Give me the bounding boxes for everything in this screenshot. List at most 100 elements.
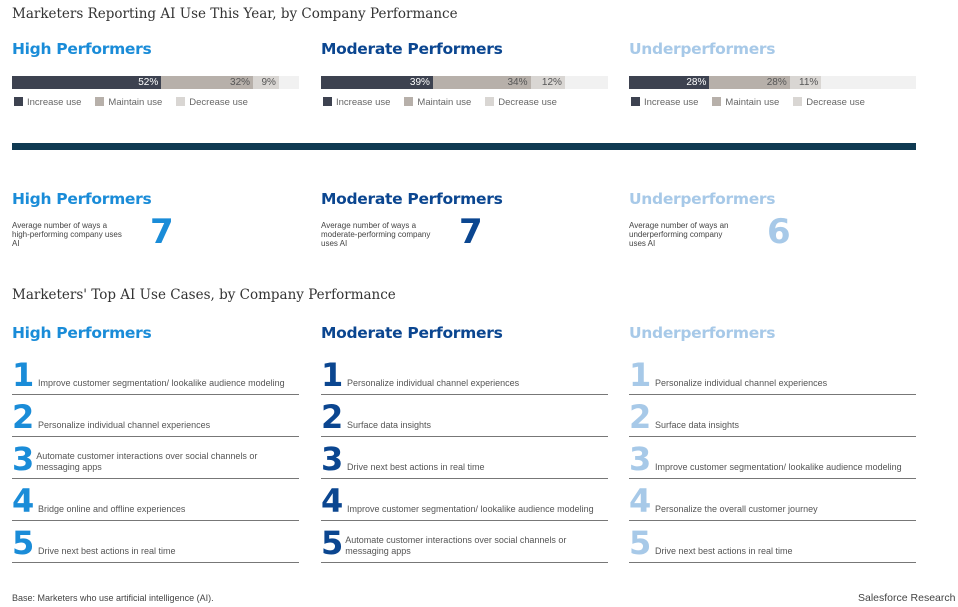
rank-number: 4 [12,482,35,520]
stacked-bar: 52% 32% 9% [12,76,299,89]
legend-item-increase: Increase use [631,97,698,108]
data-label: 52% [138,77,159,88]
use-case-text: Personalize individual channel experienc… [38,420,211,430]
use-case-text: Drive next best actions in real time [655,546,793,556]
list-item: 2 Surface data insights [629,395,916,437]
legend-label: Maintain use [417,97,472,108]
legend-swatch [176,97,186,106]
legend-label: Decrease use [189,97,248,108]
bar-segment-decrease-use: 9% [253,76,279,89]
legend: Increase use Maintain use Decrease use [14,97,248,108]
column-heading: High Performers [12,190,152,208]
list-item: 3 Automate customer interactions over soc… [12,437,299,479]
rank-number: 1 [629,356,652,394]
legend-item-decrease: Decrease use [485,97,557,108]
use-case-text: Drive next best actions in real time [38,546,176,556]
bar-segment-maintain-use: 28% [709,76,790,89]
column-heading: Moderate Performers [321,324,503,342]
list-item: 5 Automate customer interactions over soc… [321,521,608,563]
column-heading: Moderate Performers [321,40,503,58]
bar-segment-increase-use: 28% [629,76,710,89]
section-title-use-cases: Marketers' Top AI Use Cases, by Company … [12,287,396,303]
data-label: 12% [541,77,562,88]
section-divider [12,143,916,150]
average-description: Average number of ways a high-performing… [12,221,122,248]
column-heading: Underperformers [629,190,776,208]
rank-number: 1 [321,356,344,394]
stacked-bar: 39% 34% 12% [321,76,608,89]
legend-item-increase: Increase use [323,97,390,108]
rank-number: 5 [12,524,35,562]
legend-item-maintain: Maintain use [95,97,162,108]
data-label: 28% [686,77,707,88]
average-description: Average number of ways a moderate-perfor… [321,221,431,248]
legend-swatch [404,97,414,106]
bar-segment-increase-use: 52% [12,76,162,89]
legend-label: Decrease use [498,97,557,108]
legend-swatch [793,97,803,106]
rank-number: 1 [12,356,35,394]
rank-number: 2 [12,398,35,436]
average-number: 6 [767,212,791,252]
use-case-text: Improve customer segmentation/ lookalike… [38,378,285,388]
use-case-text: Personalize individual channel experienc… [655,378,828,388]
use-case-text: Improve customer segmentation/ lookalike… [347,504,594,514]
rank-number: 5 [629,524,652,562]
use-case-text: Drive next best actions in real time [347,462,485,472]
list-item: 2 Personalize individual channel experien… [12,395,299,437]
list-item: 4 Improve customer segmentation/ lookalik… [321,479,608,521]
data-label: 39% [409,77,430,88]
legend-item-increase: Increase use [14,97,81,108]
rank-number: 3 [321,440,344,478]
footer-source: Salesforce Research [858,592,956,604]
rank-number: 5 [321,524,344,562]
average-description: Average number of ways an underperformin… [629,221,729,248]
legend-item-maintain: Maintain use [404,97,471,108]
data-label: 28% [766,77,787,88]
column-heading: High Performers [12,324,152,342]
average-number: 7 [150,212,174,252]
legend-item-decrease: Decrease use [793,97,865,108]
legend: Increase use Maintain use Decrease use [631,97,865,108]
legend-swatch [485,97,495,106]
column-heading: Underperformers [629,40,776,58]
use-case-text: Improve customer segmentation/ lookalike… [655,462,902,472]
rank-number: 2 [629,398,652,436]
list-item: 4 Personalize the overall customer journe… [629,479,916,521]
legend-item-decrease: Decrease use [176,97,248,108]
bar-segment-increase-use: 39% [321,76,433,89]
use-case-text: Surface data insights [347,420,432,430]
legend-label: Maintain use [725,97,780,108]
use-case-list: 1 Personalize individual channel experien… [321,353,608,563]
column-heading: Underperformers [629,324,776,342]
legend-label: Maintain use [108,97,163,108]
data-label: 34% [507,77,528,88]
legend-swatch [95,97,105,106]
legend-label: Increase use [644,97,699,108]
section-title-ai-use: Marketers Reporting AI Use This Year, by… [12,6,458,22]
average-number: 7 [459,212,483,252]
bar-segment-maintain-use: 32% [161,76,254,89]
column-heading: Moderate Performers [321,190,503,208]
use-case-text: Automate customer interactions over soci… [36,451,258,472]
legend-swatch [323,97,332,106]
list-item: 5 Drive next best actions in real time [629,521,916,563]
list-item: 5 Drive next best actions in real time [12,521,299,563]
rank-number: 4 [629,482,652,520]
legend-item-maintain: Maintain use [712,97,779,108]
legend-swatch [14,97,23,106]
legend-swatch [712,97,722,106]
data-label: 11% [799,77,819,88]
bar-segment-decrease-use: 12% [530,76,565,89]
list-item: 2 Surface data insights [321,395,608,437]
bar-segment-decrease-use: 11% [789,76,822,89]
data-label: 32% [230,77,251,88]
list-item: 3 Drive next best actions in real time [321,437,608,479]
footer-base: Base: Marketers who use artificial intel… [12,593,214,603]
column-heading: High Performers [12,40,152,58]
legend-label: Increase use [27,97,82,108]
legend-swatch [631,97,640,106]
bar-segment-maintain-use: 34% [432,76,531,89]
list-item: 1 Personalize individual channel experien… [321,353,608,395]
rank-number: 3 [12,440,35,478]
